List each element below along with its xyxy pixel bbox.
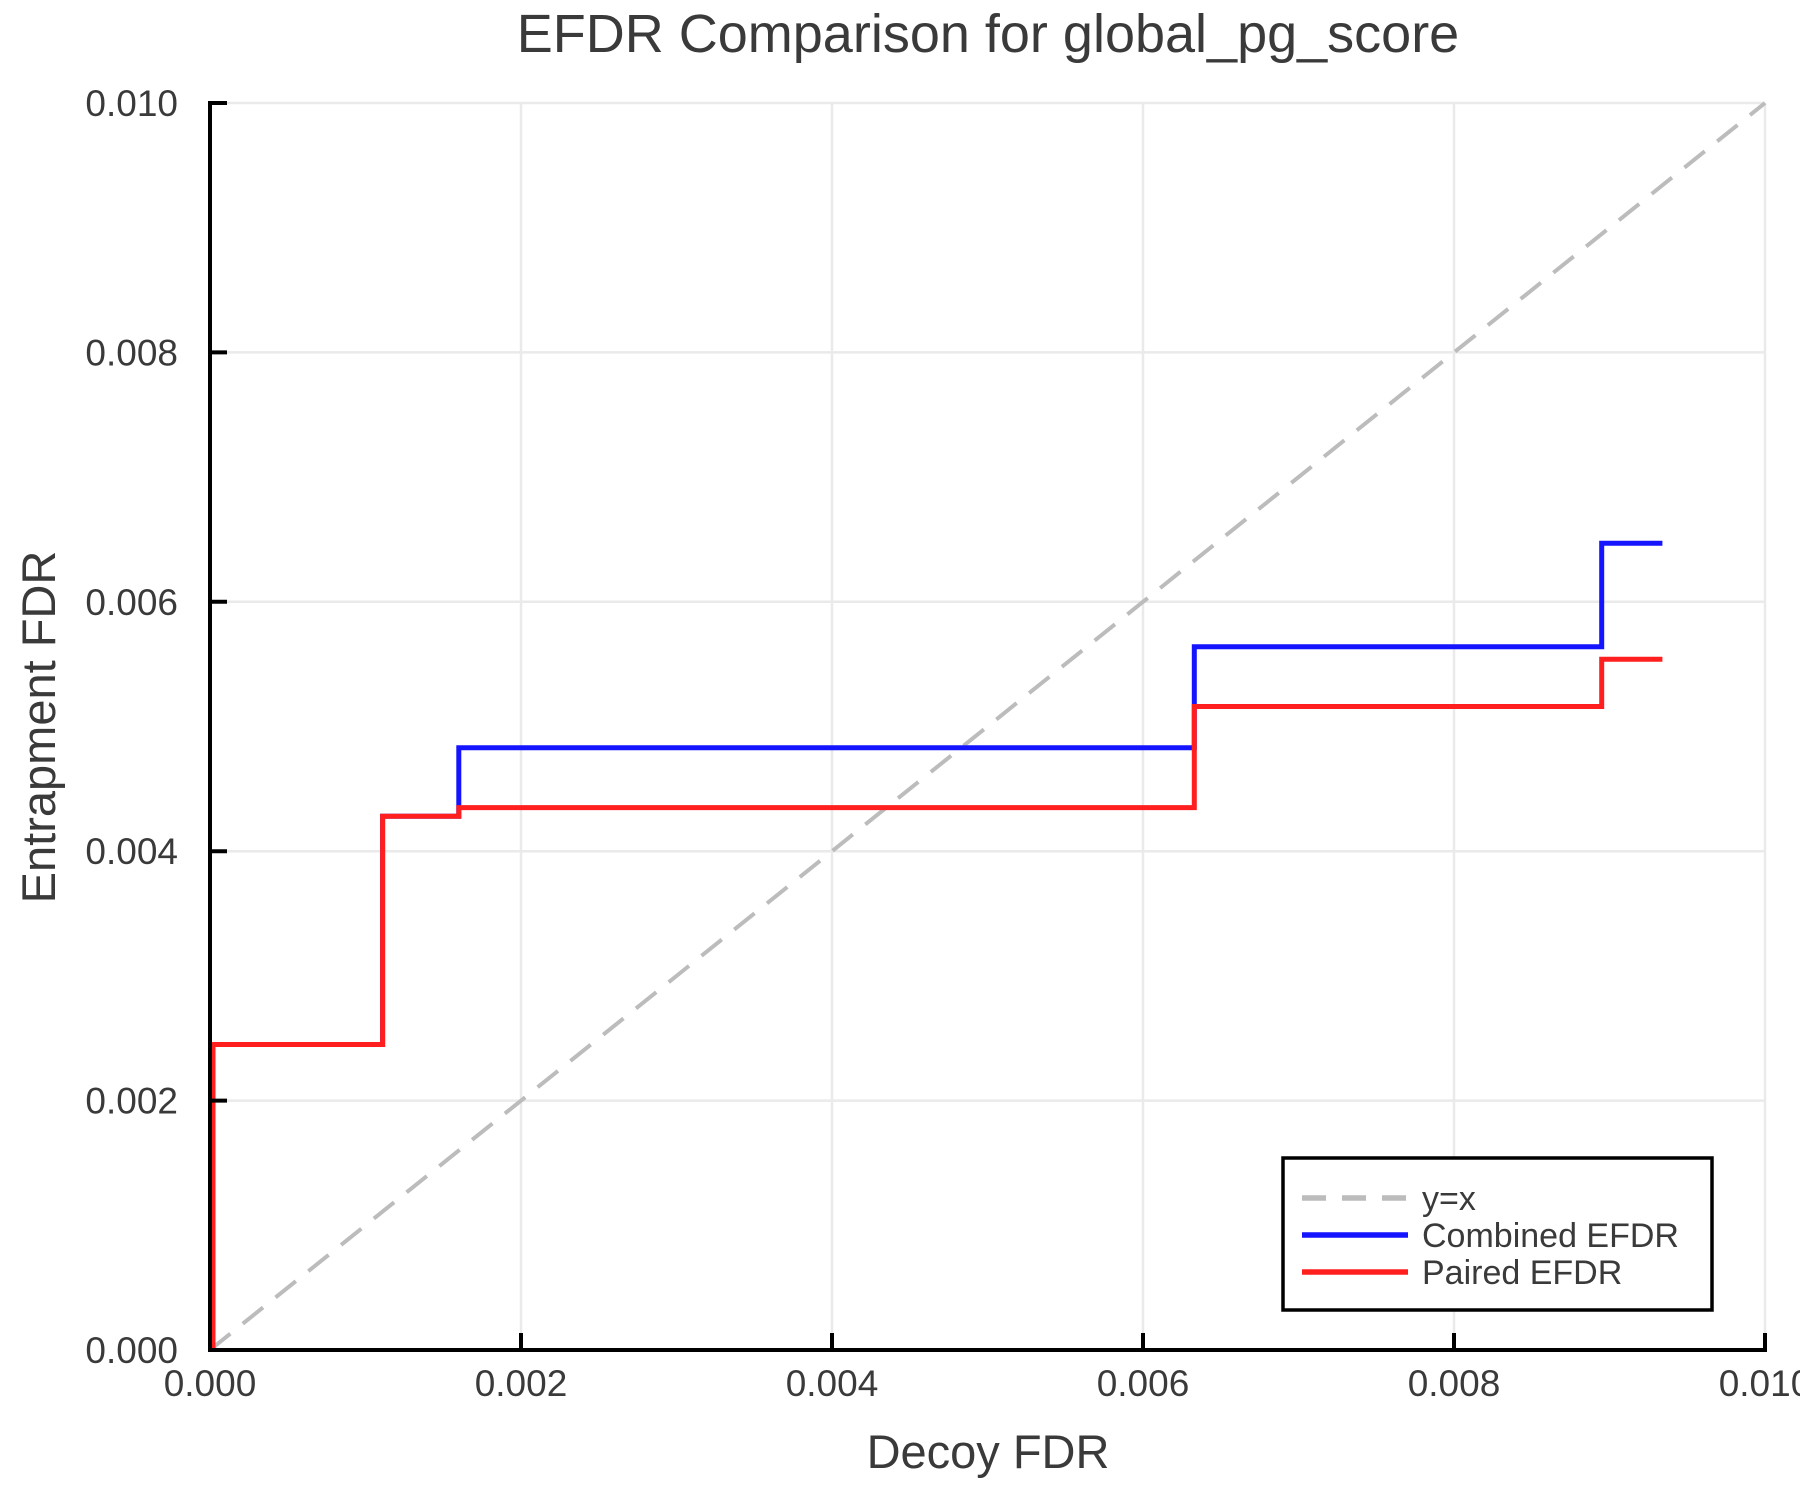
axis-spines xyxy=(208,101,1767,1352)
x-tick-label: 0.000 xyxy=(164,1363,257,1404)
tick-marks xyxy=(208,101,1767,1352)
y-tick-label: 0.008 xyxy=(85,332,178,373)
y-tick-label: 0.002 xyxy=(85,1081,178,1122)
series-group xyxy=(210,540,1663,1350)
legend-label-combined-efdr: Combined EFDR xyxy=(1422,1217,1679,1255)
y-tick-label: 0.000 xyxy=(85,1330,178,1371)
reference-line-y-equals-x xyxy=(208,101,1767,1352)
y-axis-label: Entrapment FDR xyxy=(12,551,65,904)
y-tick-label: 0.010 xyxy=(85,83,178,124)
y-tick-label: 0.006 xyxy=(85,582,178,623)
legend-label-paired-efdr: Paired EFDR xyxy=(1422,1254,1622,1292)
x-tick-label: 0.002 xyxy=(475,1363,568,1404)
x-tick-label: 0.010 xyxy=(1719,1363,1800,1404)
x-tick-label: 0.008 xyxy=(1408,1363,1501,1404)
legend-label-y-x: y=x xyxy=(1422,1180,1476,1218)
tick-labels: 0.000 0.002 0.004 0.006 0.008 0.010 0.000 0.002… xyxy=(85,83,1800,1404)
chart-title: EFDR Comparison for global_pg_score xyxy=(517,4,1459,64)
reference-line-group xyxy=(208,101,1767,1352)
x-axis-label: Decoy FDR xyxy=(867,1425,1110,1478)
x-tick-label: 0.004 xyxy=(786,1363,879,1404)
y-tick-label: 0.004 xyxy=(85,831,178,872)
series-line-paired-efdr xyxy=(210,656,1663,1350)
x-tick-label: 0.006 xyxy=(1097,1363,1190,1404)
